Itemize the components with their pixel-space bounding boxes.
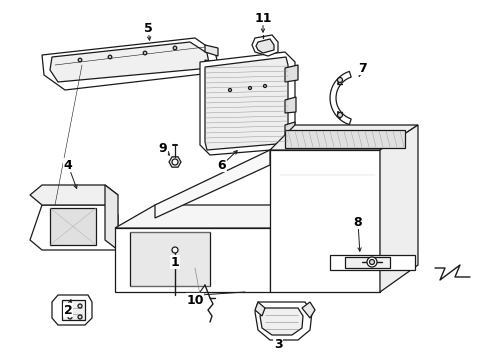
Circle shape (172, 247, 178, 253)
Polygon shape (285, 130, 405, 148)
Polygon shape (155, 150, 270, 218)
Polygon shape (345, 257, 390, 268)
Polygon shape (285, 122, 295, 138)
Polygon shape (255, 302, 265, 316)
Text: 2: 2 (64, 303, 73, 316)
Circle shape (173, 46, 177, 50)
Polygon shape (380, 125, 418, 292)
Text: 10: 10 (186, 293, 204, 306)
Polygon shape (105, 185, 118, 250)
Polygon shape (256, 39, 274, 53)
Polygon shape (302, 302, 315, 318)
Circle shape (228, 89, 231, 91)
Text: 4: 4 (64, 158, 73, 171)
Polygon shape (330, 71, 351, 125)
Circle shape (248, 86, 251, 90)
Polygon shape (115, 205, 295, 228)
Text: 11: 11 (254, 12, 272, 24)
Polygon shape (260, 308, 303, 335)
Polygon shape (130, 232, 210, 286)
Text: 8: 8 (354, 216, 362, 229)
Circle shape (172, 159, 178, 165)
Text: 6: 6 (218, 158, 226, 171)
Polygon shape (330, 255, 415, 270)
Circle shape (369, 260, 374, 265)
Polygon shape (205, 60, 215, 70)
Polygon shape (270, 150, 380, 292)
Circle shape (78, 315, 82, 319)
Circle shape (264, 85, 267, 87)
Circle shape (338, 113, 343, 117)
Circle shape (68, 315, 72, 319)
Polygon shape (115, 228, 270, 292)
Polygon shape (285, 97, 296, 113)
Circle shape (367, 257, 377, 267)
Text: 9: 9 (159, 141, 167, 154)
Text: 5: 5 (144, 22, 152, 35)
Polygon shape (205, 57, 288, 150)
Polygon shape (205, 45, 218, 56)
Circle shape (338, 77, 343, 82)
Circle shape (68, 304, 72, 308)
Polygon shape (50, 42, 210, 82)
Polygon shape (30, 185, 118, 205)
Polygon shape (50, 208, 96, 245)
Polygon shape (169, 157, 181, 167)
Circle shape (78, 58, 82, 62)
Polygon shape (62, 300, 85, 320)
Polygon shape (252, 35, 278, 56)
Circle shape (108, 55, 112, 59)
Polygon shape (42, 38, 220, 90)
Text: 3: 3 (274, 338, 282, 351)
Text: 7: 7 (358, 62, 367, 75)
Polygon shape (52, 295, 92, 325)
Polygon shape (30, 205, 118, 250)
Polygon shape (285, 65, 298, 82)
Polygon shape (255, 302, 312, 340)
Circle shape (78, 304, 82, 308)
Circle shape (143, 51, 147, 55)
Polygon shape (200, 52, 295, 155)
Polygon shape (270, 125, 418, 150)
Text: 1: 1 (171, 256, 179, 269)
